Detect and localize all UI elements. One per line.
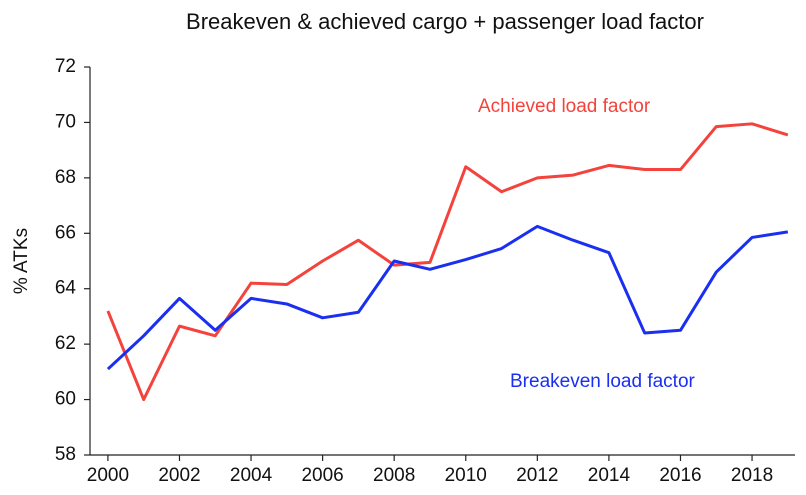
x-tick-label: 2018	[731, 465, 773, 486]
y-tick-label: 70	[55, 111, 76, 132]
y-tick-label: 68	[55, 167, 76, 188]
y-axis-label: % ATKs	[11, 228, 32, 294]
y-tick-label: 66	[55, 222, 76, 243]
legend-label: Achieved load factor	[478, 96, 651, 117]
x-tick-label: 2010	[445, 465, 487, 486]
y-tick-label: 64	[55, 278, 77, 299]
x-tick-label: 2012	[516, 465, 558, 486]
y-tick-label: 62	[55, 333, 76, 354]
y-tick-label: 72	[55, 56, 76, 77]
series-line	[106, 122, 789, 402]
x-tick-label: 2004	[230, 465, 273, 486]
series-line	[106, 224, 789, 371]
x-tick-label: 2016	[659, 465, 701, 486]
legend-label: Breakeven load factor	[510, 371, 696, 392]
x-tick-label: 2008	[373, 465, 415, 486]
chart-title: Breakeven & achieved cargo + passenger l…	[186, 9, 704, 34]
x-tick-label: 2000	[87, 465, 129, 486]
x-tick-label: 2014	[588, 465, 631, 486]
x-tick-label: 2002	[158, 465, 200, 486]
y-tick-label: 58	[55, 444, 76, 465]
x-tick-label: 2006	[301, 465, 343, 486]
y-tick-label: 60	[55, 389, 76, 410]
